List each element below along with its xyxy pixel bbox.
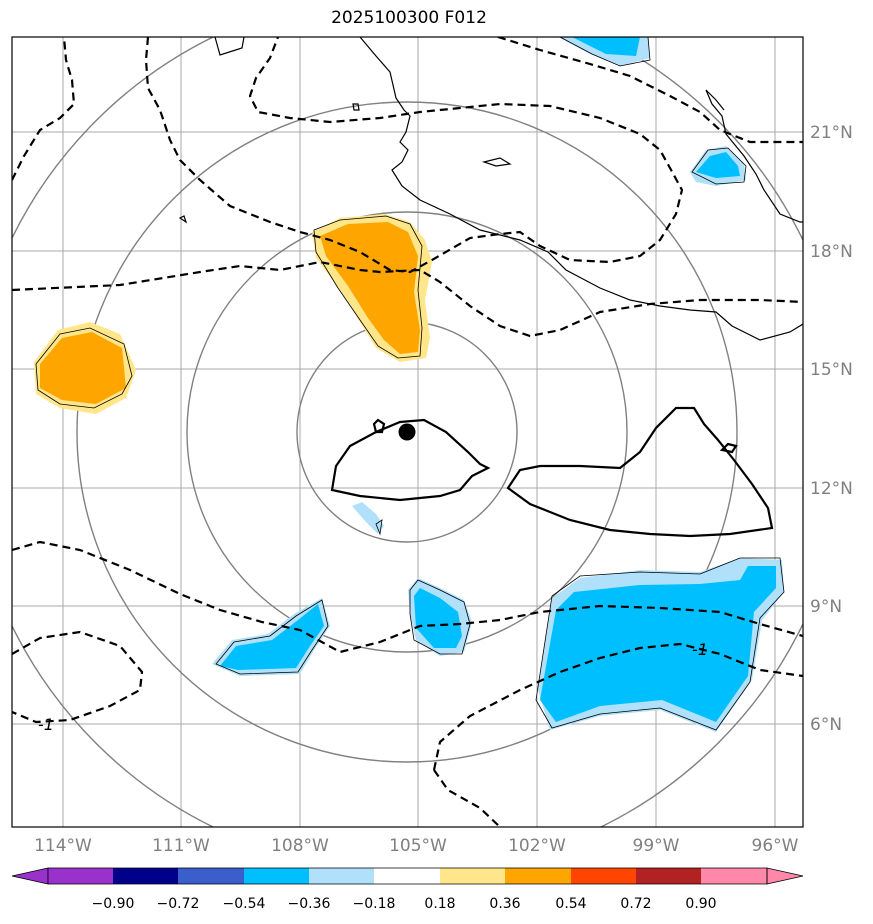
colorbar: −0.90 −0.72 −0.54 −0.36 −0.18 0.18 0.36 … (11, 867, 804, 912)
colorbar-segment (178, 868, 244, 884)
colorbar-tick-label: 0.36 (489, 896, 520, 912)
colorbar-segment (244, 868, 309, 884)
colorbar-segment (374, 868, 440, 884)
colorbar-segment (636, 868, 701, 884)
map-plot-area: -1 -1 (12, 37, 803, 827)
colorbar-extend-high (766, 867, 804, 885)
colorbar-segment (701, 868, 767, 884)
contour-label: -1 (692, 640, 708, 659)
map-frame (11, 36, 804, 828)
colorbar-tick-label: 0.90 (685, 896, 716, 912)
colorbar-tick-label: 0.72 (620, 896, 651, 912)
colorbar-segment (505, 868, 571, 884)
longitude-labels: 114°W 111°W 108°W 105°W 102°W 99°W 96°W (34, 836, 799, 856)
dashed-contours (12, 37, 803, 827)
lon-tick-label: 108°W (271, 836, 329, 856)
lat-tick-label: 6°N (810, 715, 842, 735)
colorbar-tick-label: −0.36 (288, 896, 331, 912)
colorbar-segment (113, 868, 178, 884)
lat-tick-label: 15°N (810, 360, 853, 380)
solid-contours (330, 406, 774, 538)
lon-tick-label: 111°W (152, 836, 210, 856)
lon-tick-label: 114°W (34, 836, 92, 856)
latitude-labels: 21°N 18°N 15°N 12°N 9°N 6°N (810, 123, 853, 735)
colorbar-tick-label: 0.18 (424, 896, 455, 912)
lat-tick-label: 9°N (810, 597, 842, 617)
negative-anomaly-shading (212, 37, 784, 732)
lat-tick-label: 21°N (810, 123, 853, 143)
lon-tick-label: 105°W (389, 836, 447, 856)
shading-outlines (35, 37, 785, 731)
lat-tick-label: 18°N (810, 242, 853, 262)
colorbar-tick-label: −0.90 (92, 896, 135, 912)
colorbar-extend-low (11, 867, 49, 885)
range-rings (12, 37, 803, 827)
positive-anomaly-shading (34, 214, 432, 414)
colorbar-segment (571, 868, 636, 884)
colorbar-segment (48, 868, 113, 884)
storm-center-marker (398, 423, 416, 441)
colorbar-segment (440, 868, 505, 884)
colorbar-segment (309, 868, 374, 884)
lat-tick-label: 12°N (810, 479, 853, 499)
lon-tick-label: 102°W (508, 836, 566, 856)
map-title: 2025100300 F012 (331, 8, 487, 28)
colorbar-tick-labels: −0.90 −0.72 −0.54 −0.36 −0.18 0.18 0.36 … (92, 896, 717, 912)
colorbar-tick-label: −0.18 (353, 896, 396, 912)
coastline (178, 37, 803, 341)
lon-tick-label: 96°W (752, 836, 799, 856)
colorbar-tick-label: 0.54 (555, 896, 586, 912)
colorbar-tick-label: −0.72 (157, 896, 200, 912)
lon-tick-label: 99°W (633, 836, 680, 856)
colorbar-tick-label: −0.54 (223, 896, 266, 912)
colorbar-outline (47, 867, 768, 885)
contour-label: -1 (38, 715, 54, 734)
